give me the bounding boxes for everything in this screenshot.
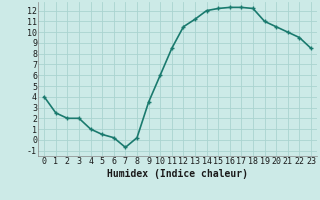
X-axis label: Humidex (Indice chaleur): Humidex (Indice chaleur) — [107, 169, 248, 179]
